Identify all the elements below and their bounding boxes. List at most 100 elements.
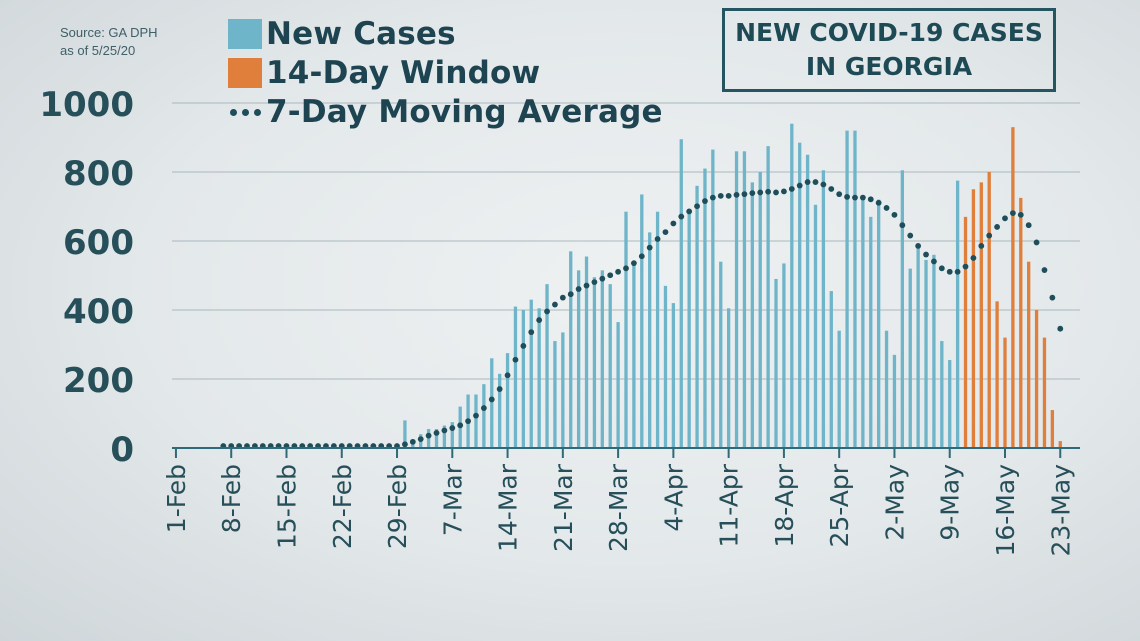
average-point	[931, 258, 937, 265]
bar-14-day-window	[963, 216, 968, 448]
bar-new-cases	[940, 341, 944, 448]
average-point	[820, 181, 827, 188]
bar-new-cases	[663, 285, 668, 448]
x-tick-label: 8-Feb	[217, 464, 246, 533]
legend-swatch-14-day-window	[228, 57, 262, 88]
bar-new-cases	[576, 270, 581, 448]
bar-new-cases	[774, 278, 778, 448]
average-point	[773, 189, 779, 196]
bar-new-cases	[758, 172, 762, 448]
average-point	[686, 208, 693, 215]
bar-new-cases	[877, 199, 881, 448]
x-tick-label: 23-May	[1046, 464, 1075, 557]
x-tick-label: 7-Mar	[438, 463, 467, 536]
y-tick-label: 1000	[39, 85, 134, 125]
legend-dots-icon	[228, 97, 264, 127]
bar-new-cases	[529, 299, 533, 448]
bar-new-cases	[624, 211, 628, 448]
bar-new-cases	[671, 303, 676, 448]
average-point	[852, 194, 858, 201]
as-of-line: as of 5/25/20	[60, 43, 136, 58]
average-point	[1025, 222, 1032, 229]
bar-new-cases	[766, 146, 770, 448]
average-point	[812, 179, 819, 185]
average-point	[828, 186, 835, 192]
average-point	[899, 222, 906, 229]
bar-new-cases	[679, 139, 683, 448]
average-point	[978, 243, 985, 249]
average-point	[559, 294, 566, 301]
bar-14-day-window	[979, 182, 983, 448]
average-point	[741, 191, 748, 198]
bar-new-cases	[482, 384, 486, 448]
chart-title-line-1: NEW COVID-19 CASES	[735, 18, 1043, 47]
average-point	[599, 275, 606, 282]
average-point	[1041, 267, 1048, 273]
average-point	[1017, 211, 1024, 218]
average-point	[733, 191, 740, 198]
legend: New Cases 14-Day Window 7-Day Moving Ave…	[228, 14, 663, 131]
bar-new-cases	[821, 170, 826, 448]
average-point	[986, 232, 993, 239]
average-point	[678, 213, 685, 220]
legend-item-moving-average: 7-Day Moving Average	[228, 92, 663, 131]
legend-item-new-cases: New Cases	[228, 14, 663, 53]
x-tick-label: 14-Mar	[494, 463, 523, 552]
bar-new-cases	[869, 216, 873, 448]
average-point	[796, 182, 803, 189]
bar-new-cases	[837, 330, 841, 448]
bar-new-cases	[561, 332, 565, 448]
average-point	[409, 438, 416, 445]
bar-new-cases	[616, 322, 620, 448]
bar-14-day-window	[987, 172, 991, 448]
bar-new-cases	[798, 142, 802, 449]
average-point	[844, 194, 850, 200]
x-tick-label: 22-Feb	[328, 464, 357, 549]
bar-new-cases	[608, 284, 612, 448]
x-tick-label: 11-Apr	[715, 463, 744, 547]
bar-new-cases	[592, 277, 597, 448]
average-point	[646, 244, 653, 251]
bar-new-cases	[498, 373, 502, 448]
average-point	[709, 194, 716, 201]
bar-14-day-window	[1003, 337, 1007, 448]
bar-14-day-window	[1019, 197, 1023, 448]
average-point	[875, 199, 882, 206]
bar-new-cases	[948, 360, 952, 448]
bar-new-cases	[916, 246, 920, 448]
average-point	[1033, 239, 1040, 246]
average-point	[638, 253, 645, 260]
bar-14-day-window	[971, 189, 976, 448]
average-point	[765, 188, 772, 195]
average-point	[623, 265, 629, 272]
bars	[395, 123, 1062, 449]
bar-new-cases	[403, 420, 407, 448]
average-point	[528, 329, 535, 336]
average-point	[923, 251, 929, 258]
average-point	[654, 236, 661, 242]
average-point	[694, 203, 700, 210]
average-point	[954, 268, 961, 275]
average-point	[449, 425, 456, 431]
average-point	[1009, 210, 1016, 217]
bar-14-day-window	[1058, 441, 1062, 448]
bar-new-cases	[924, 259, 928, 448]
bar-new-cases	[537, 308, 541, 448]
bar-new-cases	[655, 211, 660, 448]
bar-new-cases	[861, 197, 865, 448]
x-tick-label: 4-Apr	[659, 463, 688, 531]
average-point	[425, 432, 432, 439]
legend-label: 14-Day Window	[266, 54, 541, 91]
bar-new-cases	[845, 130, 849, 448]
bar-new-cases	[545, 284, 549, 448]
bar-new-cases	[711, 149, 715, 448]
average-point	[717, 192, 724, 199]
x-tick-label: 21-Mar	[549, 463, 578, 552]
bar-14-day-window	[995, 301, 999, 448]
y-tick-label: 800	[63, 154, 134, 194]
average-point	[591, 279, 598, 286]
average-point	[907, 232, 914, 239]
x-tick-label: 16-May	[991, 464, 1020, 557]
bar-14-day-window	[1011, 127, 1015, 449]
